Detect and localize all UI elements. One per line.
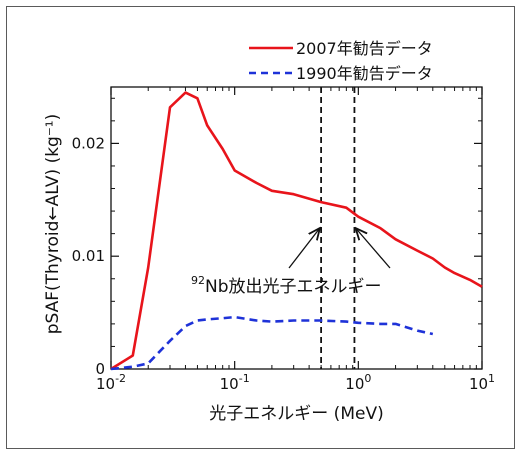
legend: 2007年勧告データ 1990年勧告データ bbox=[249, 39, 433, 83]
annotation-label: 92Nb放出光子エネルギー bbox=[191, 274, 382, 297]
y-axis-title: pSAF(Thyroid←ALV) (kg⁻¹) bbox=[43, 114, 63, 335]
series-line-1 bbox=[110, 91, 483, 371]
y-tick-label: 0.01 bbox=[72, 247, 105, 265]
x-tick-label: 10-1 bbox=[220, 372, 250, 393]
x-tick-label: 10-2 bbox=[96, 372, 126, 393]
legend-label-1: 2007年勧告データ bbox=[296, 39, 433, 58]
y-tick-label: 0 bbox=[95, 360, 105, 378]
plot-border bbox=[110, 86, 483, 370]
annotation-arrow-left bbox=[288, 229, 319, 269]
legend-label-2: 1990年勧告データ bbox=[296, 64, 433, 83]
x-tick-label: 101 bbox=[469, 372, 495, 393]
axis-labels: 10-2 10-1 100 101 0 0.01 0.02 光子エネルギー (MeV) pSAF… bbox=[43, 114, 495, 424]
series-line-2 bbox=[110, 315, 434, 371]
y-tick-label: 0.02 bbox=[72, 134, 105, 152]
annotation-arrow-right bbox=[356, 229, 391, 269]
figure-frame bbox=[6, 6, 515, 449]
x-tick-label: 100 bbox=[345, 372, 371, 393]
x-axis-title: 光子エネルギー (MeV) bbox=[209, 404, 383, 424]
plot-area bbox=[110, 86, 483, 371]
